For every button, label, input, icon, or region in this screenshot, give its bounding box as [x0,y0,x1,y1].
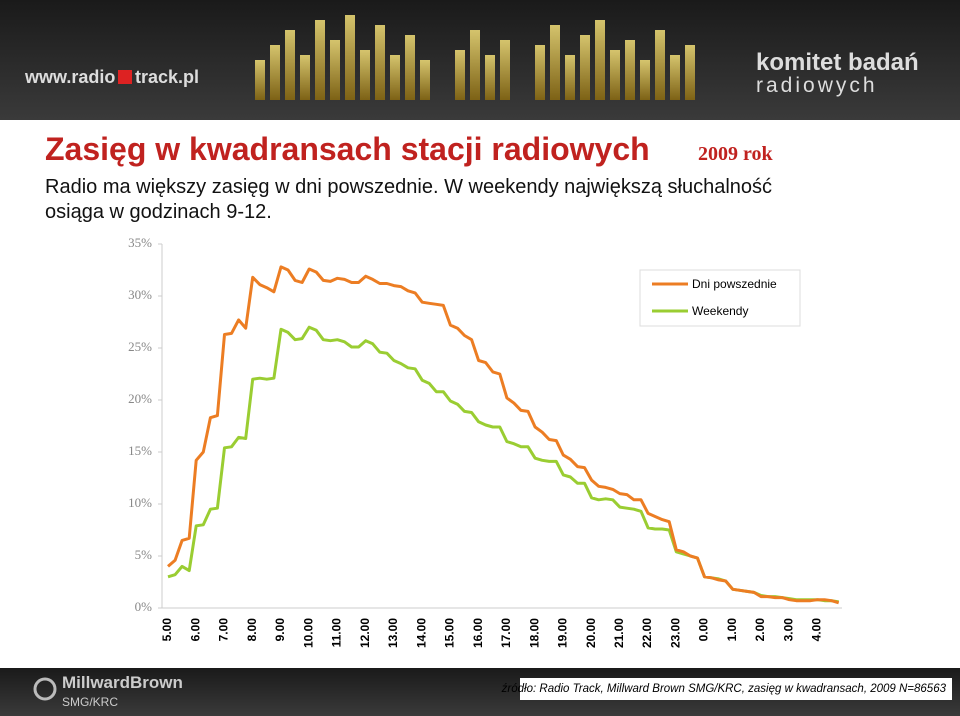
y-tick-label: 5% [135,547,153,562]
logo: track.pl [135,67,199,87]
source: źródło: Radio Track, Millward Brown SMG/… [501,683,947,695]
x-tick-label: 12.00 [358,618,372,648]
legend-label: Dni powszednie [692,277,777,291]
x-tick-label: 4.00 [810,618,824,642]
x-tick-label: 18.00 [527,618,541,648]
logo-square [118,70,132,84]
y-tick-label: 35% [128,235,152,250]
x-tick-label: 20.00 [584,618,598,648]
x-tick-label: 3.00 [781,618,795,642]
footer-logo: SMG/KRC [62,695,118,709]
x-tick-label: 8.00 [245,618,259,642]
x-tick-label: 21.00 [612,618,626,648]
x-tick-label: 10.00 [301,618,315,648]
footer-logo-icon [33,677,57,701]
logo: www.radio [24,67,115,87]
subtitle: osiąga w godzinach 9-12. [45,201,272,223]
x-tick-label: 9.00 [273,618,287,642]
x-tick-label: 16.00 [471,618,485,648]
x-tick-label: 1.00 [725,618,739,642]
x-tick-label: 14.00 [414,618,428,648]
x-tick-label: 23.00 [668,618,682,648]
subtitle: Radio ma większy zasięg w dni powszednie… [45,176,772,198]
x-tick-label: 7.00 [217,618,231,642]
x-tick-label: 15.00 [443,618,457,648]
x-tick-label: 0.00 [697,618,711,642]
equalizer [255,15,695,100]
logo: komitet badań [756,49,919,76]
x-tick-label: 19.00 [556,618,570,648]
y-tick-label: 20% [128,391,152,406]
x-tick-label: 13.00 [386,618,400,648]
source-box [520,678,952,700]
x-tick-label: 17.00 [499,618,513,648]
x-tick-label: 22.00 [640,618,654,648]
series-line [167,265,840,605]
logo: radiowych [756,74,878,97]
x-tick-label: 6.00 [188,618,202,642]
x-tick-label: 2.00 [753,618,767,642]
legend-box [639,269,801,327]
legend-label: Weekendy [692,304,748,318]
title: Zasięg w kwadransach stacji radiowych [45,131,650,167]
y-tick-label: 30% [128,287,152,302]
plot: 0% 5% 10% 15% 20% 25% 30% 35% 5.00 6.00 7.00 8.00 9.… [128,235,842,648]
y-tick-label: 25% [128,339,152,354]
x-tick-label: 11.00 [330,618,344,648]
y-tick-label: 0% [135,599,153,614]
title-note: 2009 rok [698,143,774,165]
x-tick-label: 5.00 [160,618,174,642]
y-tick-label: 10% [128,495,152,510]
footer-logo: MillwardBrown [62,673,183,692]
y-tick-label: 15% [128,443,152,458]
